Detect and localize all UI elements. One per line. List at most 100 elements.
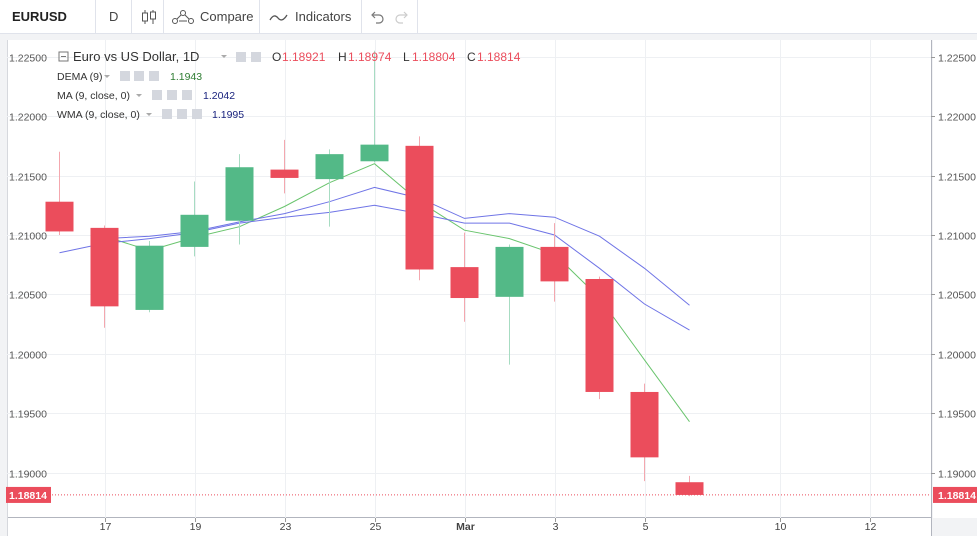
last-price-badge-left [6, 486, 51, 503]
study-wma-settings-icon[interactable] [177, 109, 187, 119]
compare-label: Compare [200, 9, 254, 24]
legend-c-label: C [467, 50, 476, 64]
study-ma-value: 1.2042 [203, 90, 235, 102]
last-price-label-right: 1.18814 [938, 490, 976, 502]
y-tick-label-left: 1.22000 [9, 112, 47, 124]
y-tick-label-right: 1.20500 [938, 290, 976, 302]
candle-down [45, 201, 74, 232]
x-tick-label: 25 [370, 521, 382, 533]
y-tick-label-right: 1.22000 [938, 112, 976, 124]
y-tick-label-right: 1.19000 [938, 469, 976, 481]
legend-settings-icon[interactable] [251, 52, 261, 62]
last-price-badge-right [933, 486, 977, 503]
candle-down [675, 482, 704, 495]
x-tick-label: 3 [553, 521, 559, 533]
y-tick-label-left: 1.20500 [9, 290, 47, 302]
undo-icon [371, 11, 384, 24]
y-tick-label-right: 1.22500 [938, 53, 976, 65]
study-wma-value: 1.1995 [212, 109, 244, 121]
toolbar-divider [417, 0, 418, 33]
price-chart[interactable]: 1.22500 1.22000 1.21500 1.21000 1.20500 1.200… [0, 34, 977, 536]
redo-icon [395, 11, 408, 24]
study-ma-name: MA (9, close, 0) [57, 90, 130, 102]
x-tick-label: Mar [456, 521, 475, 533]
study-wma-dropdown-icon[interactable] [146, 113, 152, 116]
y-tick-label-right: 1.19500 [938, 409, 976, 421]
candle-down [405, 145, 434, 270]
legend-o-value: 1.18921 [282, 50, 326, 64]
candle-down [630, 391, 659, 458]
left-price-axis: 1.22500 1.22000 1.21500 1.21000 1.20500 1.200… [9, 53, 47, 481]
interval-button[interactable]: D [109, 9, 119, 24]
candle-up [315, 154, 344, 180]
legend-o-label: O [272, 50, 281, 64]
candle-down [270, 169, 299, 178]
toolbar-divider [361, 0, 362, 33]
legend-c-value: 1.18814 [477, 50, 521, 64]
study-dema-dropdown-icon[interactable] [104, 75, 110, 78]
indicators-button[interactable]: Indicators [269, 0, 351, 33]
y-tick-label-left: 1.21000 [9, 231, 47, 243]
legend-l-label: L [403, 50, 410, 64]
study-dema-close-icon[interactable] [149, 71, 159, 81]
legend-h-value: 1.18974 [348, 50, 392, 64]
ma-line [59, 204, 690, 331]
study-dema-settings-icon[interactable] [134, 71, 144, 81]
y-tick-label-right: 1.21500 [938, 172, 976, 184]
time-axis: 17 19 23 25 Mar 3 5 10 12 [100, 518, 877, 533]
chart-container: 1.22500 1.22000 1.21500 1.21000 1.20500 1.200… [0, 34, 977, 536]
y-tick-label-right: 1.20000 [938, 350, 976, 362]
last-price-line: 1.18814 1.18814 [6, 486, 977, 503]
toolbar-divider [163, 0, 164, 33]
study-dema-eye-icon[interactable] [120, 71, 130, 81]
redo-button[interactable] [394, 0, 410, 33]
y-tick-label-right: 1.21000 [938, 231, 976, 243]
y-tick-label-left: 1.20000 [9, 350, 47, 362]
chart-legend: Euro vs US Dollar, 1D O 1.18921 H 1.1897… [57, 49, 521, 121]
last-price-label-left: 1.18814 [9, 490, 47, 502]
top-toolbar: EURUSD D Compare Indicators [0, 0, 977, 34]
study-wma-close-icon[interactable] [192, 109, 202, 119]
right-price-axis: 1.22500 1.22000 1.21500 1.21000 1.20500 1.200… [931, 53, 976, 481]
candle-up [360, 144, 389, 162]
time-axis-pane[interactable] [7, 518, 931, 536]
x-tick-label: 17 [100, 521, 112, 533]
y-tick-label-left: 1.19000 [9, 469, 47, 481]
y-tick-label-left: 1.22500 [9, 53, 47, 65]
symbol-search[interactable]: EURUSD [12, 9, 67, 24]
candles-icon [142, 9, 156, 24]
indicators-icon [269, 14, 288, 21]
price-axis-pane[interactable] [933, 40, 977, 518]
study-ma-settings-icon[interactable] [167, 90, 177, 100]
candle-up [180, 214, 209, 247]
compare-icon [172, 9, 194, 24]
legend-eye-icon[interactable] [236, 52, 246, 62]
x-tick-label: 23 [280, 521, 292, 533]
toolbar-divider [131, 0, 132, 33]
study-ma-dropdown-icon[interactable] [136, 94, 142, 97]
grid-lines [7, 40, 931, 518]
chart-style-button[interactable] [140, 0, 158, 33]
candle-down [90, 227, 119, 307]
y-tick-label-left: 1.19500 [9, 409, 47, 421]
study-wma-eye-icon[interactable] [162, 109, 172, 119]
candle-down [585, 279, 614, 392]
legend-dropdown-icon[interactable] [221, 55, 227, 58]
candle-up [135, 245, 164, 310]
legend-title: Euro vs US Dollar, 1D [73, 49, 199, 64]
candle-down [540, 246, 569, 282]
candlestick-series [45, 50, 704, 497]
study-dema-name: DEMA (9) [57, 71, 103, 83]
compare-button[interactable]: Compare [171, 0, 253, 33]
toolbar-divider [95, 0, 96, 33]
x-tick-label: 12 [865, 521, 877, 533]
study-ma-close-icon[interactable] [182, 90, 192, 100]
study-wma-name: WMA (9, close, 0) [57, 109, 140, 121]
study-ma-eye-icon[interactable] [152, 90, 162, 100]
collapse-legend-icon[interactable] [58, 51, 69, 62]
legend-l-value: 1.18804 [412, 50, 456, 64]
x-tick-label: 5 [643, 521, 649, 533]
x-tick-label: 19 [190, 521, 202, 533]
undo-button[interactable] [369, 0, 385, 33]
y-tick-label-left: 1.21500 [9, 172, 47, 184]
